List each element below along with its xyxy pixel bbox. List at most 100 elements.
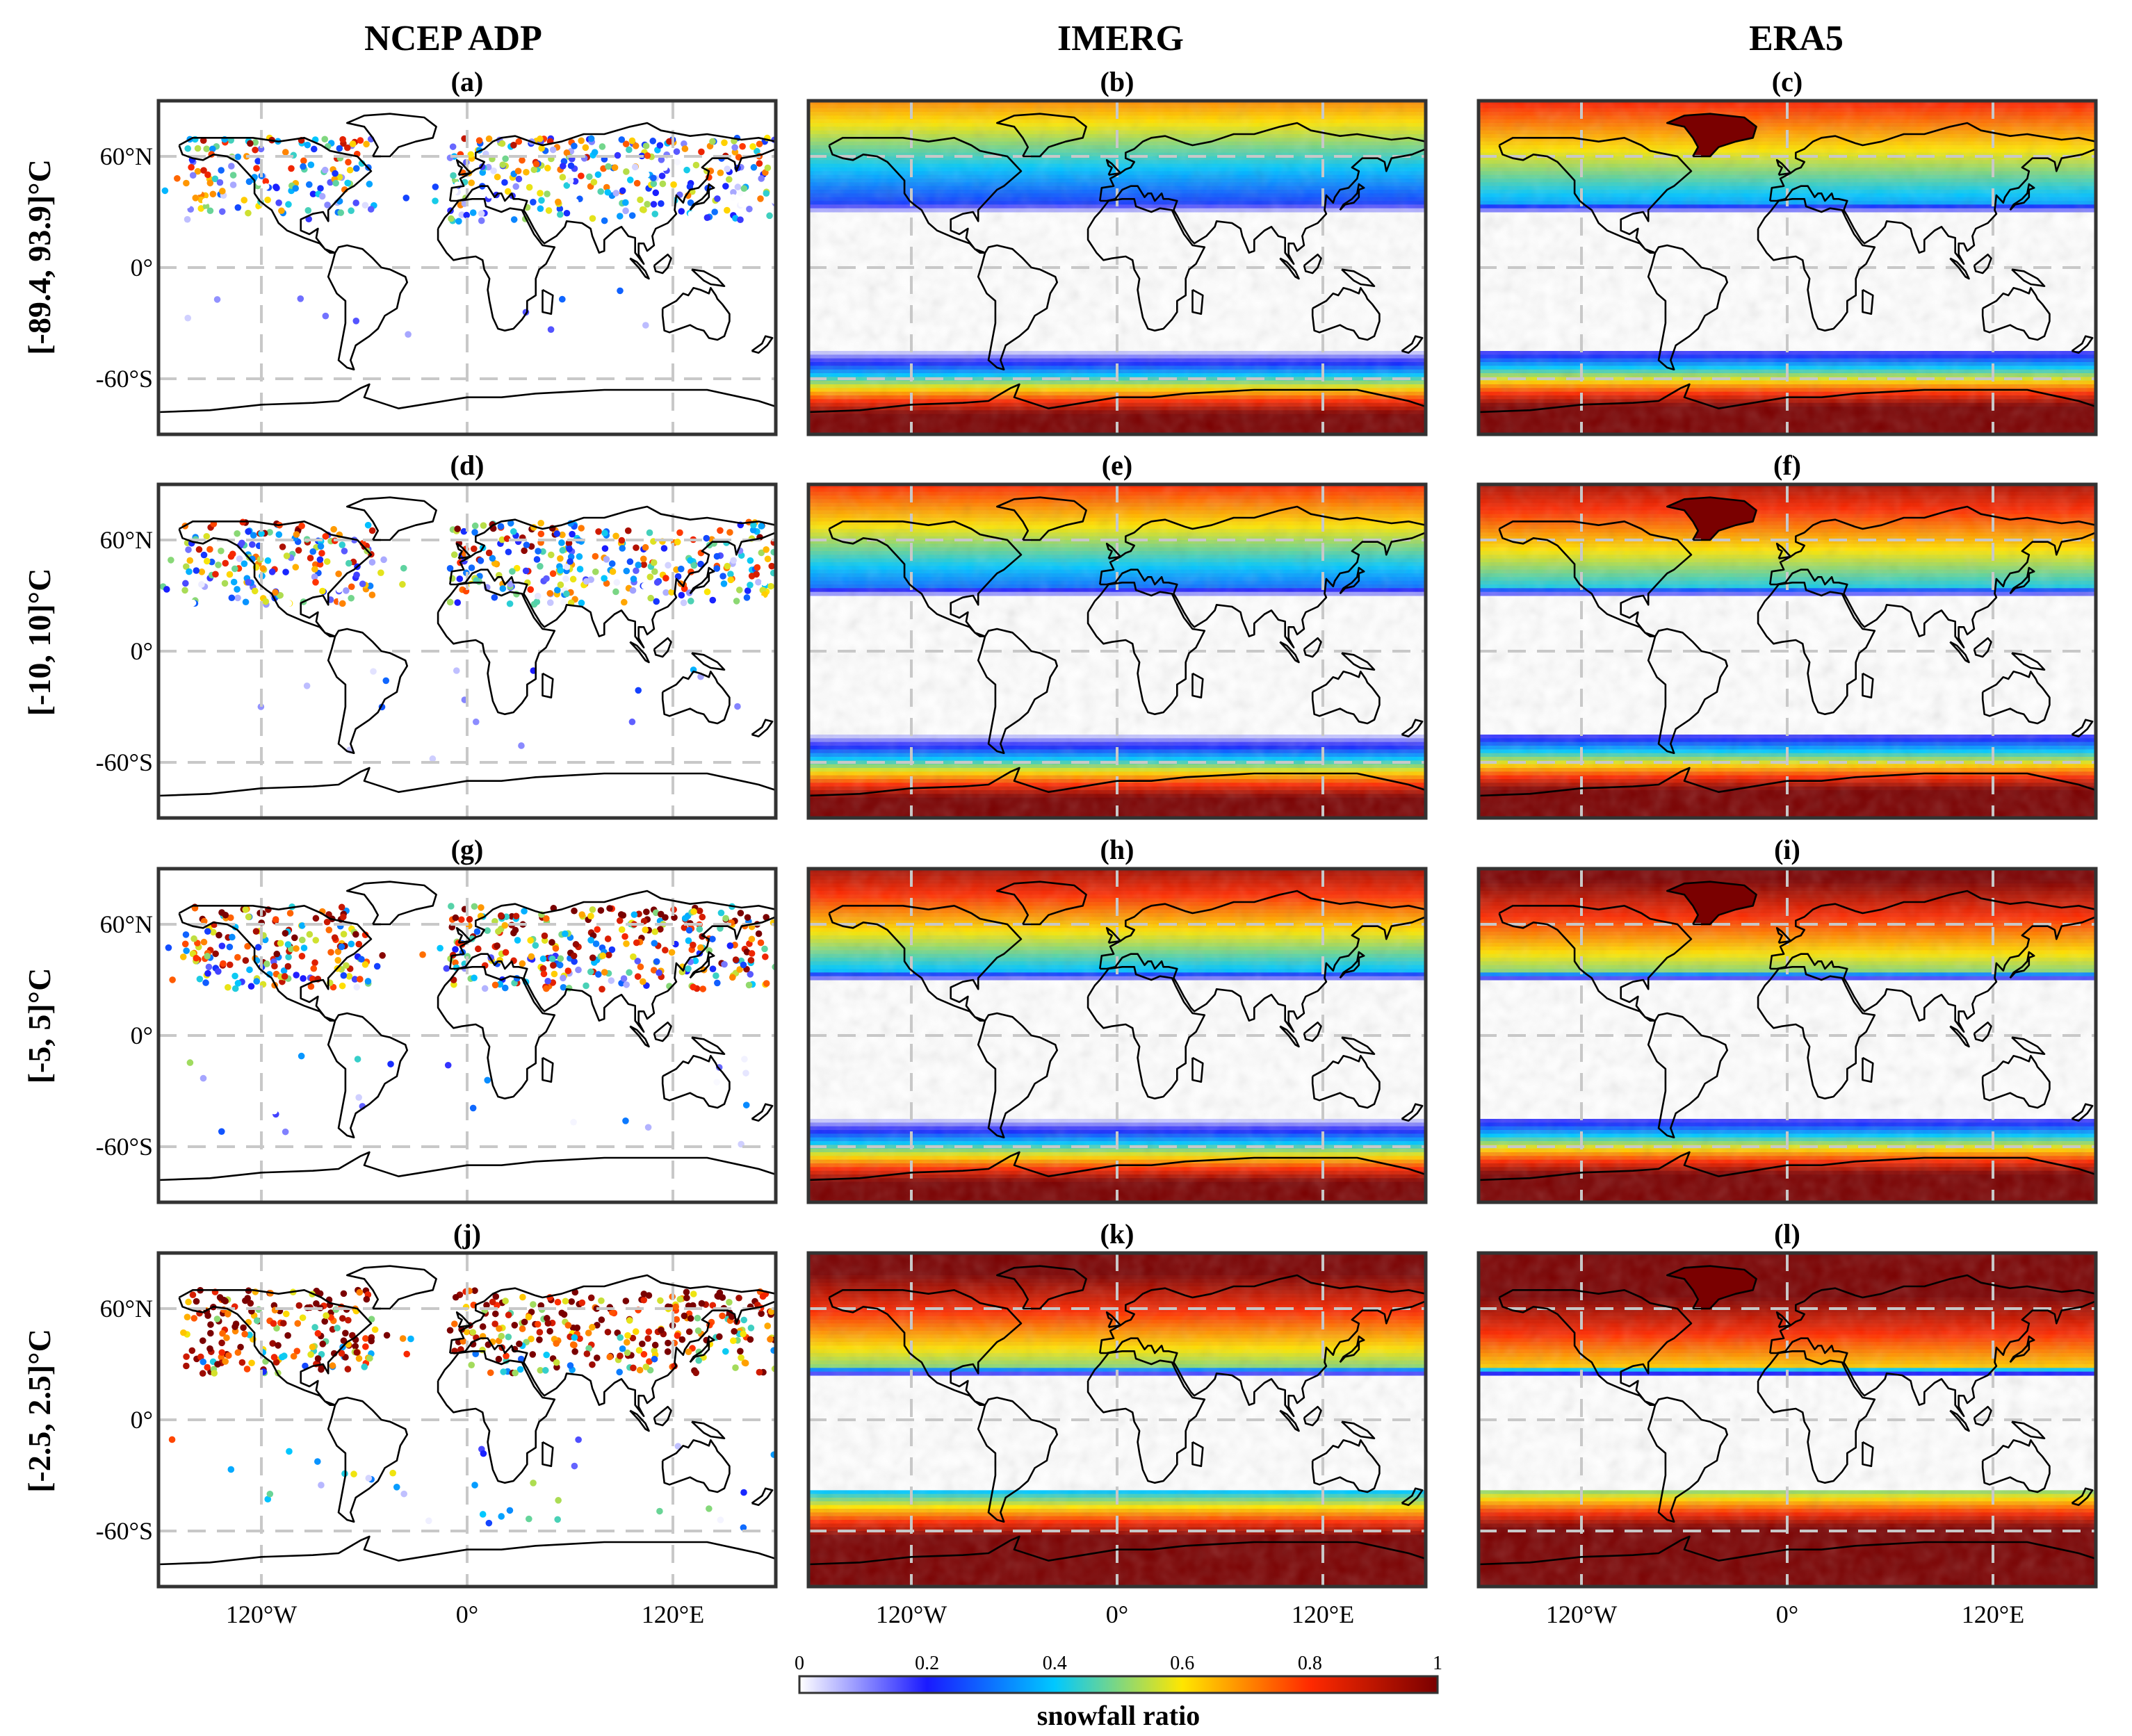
greenland-fill [1667,113,1757,156]
station-point [299,936,306,944]
map-panel: (k) 120°W 0° 120°E [806,1218,1428,1628]
station-point [737,216,744,223]
station-point [312,579,319,586]
station-point [366,349,373,357]
station-point [613,579,621,586]
station-point [340,1337,348,1344]
station-point [293,195,300,202]
station-point [658,172,666,179]
station-point [269,1340,277,1347]
station-point [569,530,576,538]
station-point [323,558,331,565]
coastline [1401,335,1424,354]
station-point [497,912,505,919]
station-point [687,1315,694,1322]
station-point [431,692,438,700]
station-point [327,949,334,956]
station-point [449,143,457,150]
station-point [234,980,242,987]
station-point [536,1336,543,1343]
station-point [240,1324,247,1332]
coastline [996,1265,1087,1310]
station-point [491,1310,499,1318]
coastline [1862,1056,1874,1083]
station-point [213,296,221,303]
station-point [240,1526,247,1534]
station-point [483,1302,490,1309]
station-point [687,211,695,218]
station-point [717,169,724,177]
station-point [183,1353,190,1360]
station-point [590,179,598,186]
station-point [719,1312,726,1320]
station-point [460,527,468,535]
station-point [242,906,250,913]
station-point [455,218,462,225]
station-point [242,957,250,964]
station-point [184,1313,191,1320]
station-point [519,960,526,967]
station-point [494,173,501,181]
station-point [452,946,459,953]
station-point [634,958,642,965]
station-point [536,1329,544,1336]
station-point [630,911,638,918]
station-point [246,966,253,974]
station-point [763,190,770,197]
coastline [1981,671,2051,725]
station-point [249,541,256,548]
station-point [220,960,227,967]
station-point [450,1074,457,1081]
station-point [499,585,507,592]
station-point [754,147,760,155]
station-point [613,372,621,379]
station-point [763,980,770,987]
station-point [192,195,200,202]
lon-tick-label: 120°W [226,1600,297,1628]
station-point [576,553,583,560]
coastline [1339,951,1365,979]
station-point [350,1471,357,1477]
station-point [592,940,600,947]
station-point [450,551,458,559]
coastline [1087,198,1206,331]
station-point [321,166,329,174]
station-point [601,969,608,976]
station-point [258,208,265,215]
station-point [446,1327,454,1334]
station-point [218,1349,226,1356]
station-point [517,1355,525,1363]
station-point [603,556,610,563]
coastline [1666,496,1757,541]
station-point [757,939,765,947]
station-point [338,1350,345,1357]
station-point [168,1436,176,1443]
station-point [292,366,300,373]
coastline [437,582,556,715]
station-point [730,188,737,196]
station-point [204,313,211,320]
coastline [1479,1151,2096,1181]
station-point [263,680,270,687]
coastline [629,257,650,280]
station-point [618,537,626,544]
station-point [658,200,665,207]
panel-frame [806,867,1428,1204]
station-point [703,534,710,542]
station-point [356,1288,364,1296]
station-point [262,598,270,605]
station-point [456,575,464,582]
station-point [635,562,642,568]
station-point [740,1524,747,1531]
station-point [713,565,721,572]
panel-label: (a) [451,66,484,97]
station-point [540,970,548,978]
station-point [472,718,480,726]
station-point [741,1056,748,1063]
station-point [570,952,578,960]
station-point [589,1324,596,1331]
station-point [366,1354,373,1362]
coastline [437,966,556,1099]
station-point [552,944,560,952]
station-point [277,575,285,583]
